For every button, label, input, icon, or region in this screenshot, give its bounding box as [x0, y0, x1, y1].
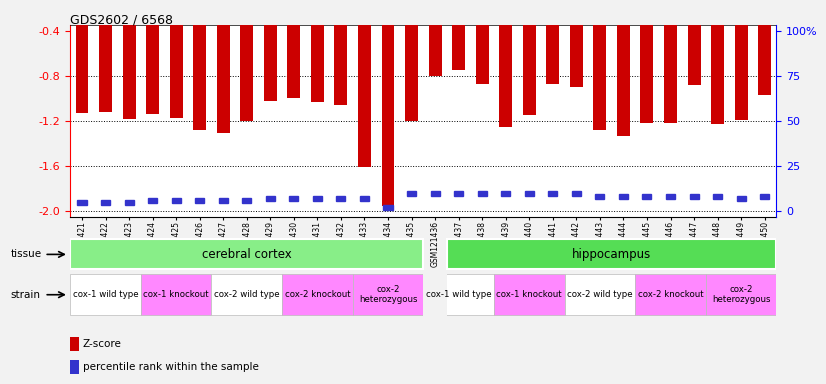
Text: cerebral cortex: cerebral cortex: [202, 248, 292, 261]
Text: strain: strain: [11, 290, 40, 300]
Bar: [476, 0, 489, 84]
Bar: [407, 191, 416, 196]
Bar: [70, 337, 79, 351]
Text: cox-2 wild type: cox-2 wild type: [214, 290, 279, 299]
Text: cox-1 wild type: cox-1 wild type: [73, 290, 138, 299]
Bar: [635, 274, 705, 316]
Bar: [758, 0, 771, 95]
Bar: [70, 274, 140, 316]
Text: percentile rank within the sample: percentile rank within the sample: [83, 362, 259, 372]
Bar: [596, 194, 605, 199]
Bar: [711, 0, 724, 124]
Bar: [734, 0, 748, 120]
Bar: [452, 0, 465, 70]
Bar: [690, 194, 699, 199]
Bar: [311, 0, 324, 102]
Text: hippocampus: hippocampus: [572, 248, 651, 261]
Text: cox-2 knockout: cox-2 knockout: [638, 290, 703, 299]
Bar: [687, 0, 700, 85]
Bar: [429, 0, 442, 76]
Bar: [240, 0, 254, 121]
Bar: [193, 0, 206, 130]
Bar: [640, 0, 653, 123]
Bar: [125, 200, 134, 205]
Bar: [382, 0, 395, 206]
Bar: [430, 191, 439, 196]
Bar: [78, 200, 87, 205]
Text: tissue: tissue: [11, 249, 42, 259]
Bar: [546, 0, 559, 84]
Bar: [289, 196, 298, 201]
Bar: [266, 196, 275, 201]
Bar: [454, 191, 463, 196]
Bar: [423, 274, 494, 316]
Bar: [336, 196, 345, 201]
Bar: [525, 191, 534, 196]
Bar: [287, 0, 301, 98]
Text: cox-2
heterozygous: cox-2 heterozygous: [358, 285, 417, 305]
Bar: [572, 191, 581, 196]
Bar: [360, 196, 369, 201]
Bar: [737, 196, 746, 201]
Bar: [705, 274, 776, 316]
Text: cox-2
heterozygous: cox-2 heterozygous: [712, 285, 771, 305]
Text: cox-2 knockout: cox-2 knockout: [285, 290, 350, 299]
Bar: [619, 194, 628, 199]
Bar: [282, 274, 353, 316]
Bar: [494, 274, 564, 316]
Bar: [353, 274, 423, 316]
Text: cox-1 wild type: cox-1 wild type: [426, 290, 491, 299]
Bar: [523, 0, 536, 115]
Bar: [146, 0, 159, 114]
Bar: [172, 198, 181, 203]
Bar: [501, 191, 510, 196]
Bar: [216, 0, 230, 133]
Bar: [477, 191, 487, 196]
Bar: [593, 0, 606, 130]
Text: cox-1 knockout: cox-1 knockout: [496, 290, 562, 299]
Bar: [447, 239, 776, 269]
Text: GDS2602 / 6568: GDS2602 / 6568: [70, 13, 173, 26]
Bar: [148, 198, 157, 203]
Bar: [564, 274, 635, 316]
Bar: [423, 273, 447, 317]
Bar: [617, 0, 630, 136]
Bar: [313, 196, 322, 201]
Bar: [101, 200, 110, 205]
Bar: [140, 274, 211, 316]
Bar: [70, 239, 423, 269]
Bar: [383, 205, 392, 210]
Bar: [664, 0, 677, 123]
Bar: [643, 194, 652, 199]
Bar: [499, 0, 512, 127]
Bar: [75, 0, 88, 113]
Bar: [122, 0, 135, 119]
Bar: [70, 360, 79, 374]
Bar: [99, 0, 112, 112]
Bar: [335, 0, 348, 105]
Text: cox-1 knockout: cox-1 knockout: [144, 290, 209, 299]
Bar: [713, 194, 722, 199]
Text: cox-2 wild type: cox-2 wild type: [567, 290, 633, 299]
Bar: [263, 0, 277, 101]
Bar: [760, 194, 769, 199]
Bar: [242, 198, 251, 203]
Bar: [211, 274, 282, 316]
Bar: [405, 0, 418, 121]
Text: Z-score: Z-score: [83, 339, 121, 349]
Bar: [195, 198, 204, 203]
Bar: [548, 191, 558, 196]
Bar: [219, 198, 228, 203]
Bar: [169, 0, 183, 118]
Bar: [666, 194, 675, 199]
Bar: [358, 0, 371, 167]
Bar: [570, 0, 583, 87]
